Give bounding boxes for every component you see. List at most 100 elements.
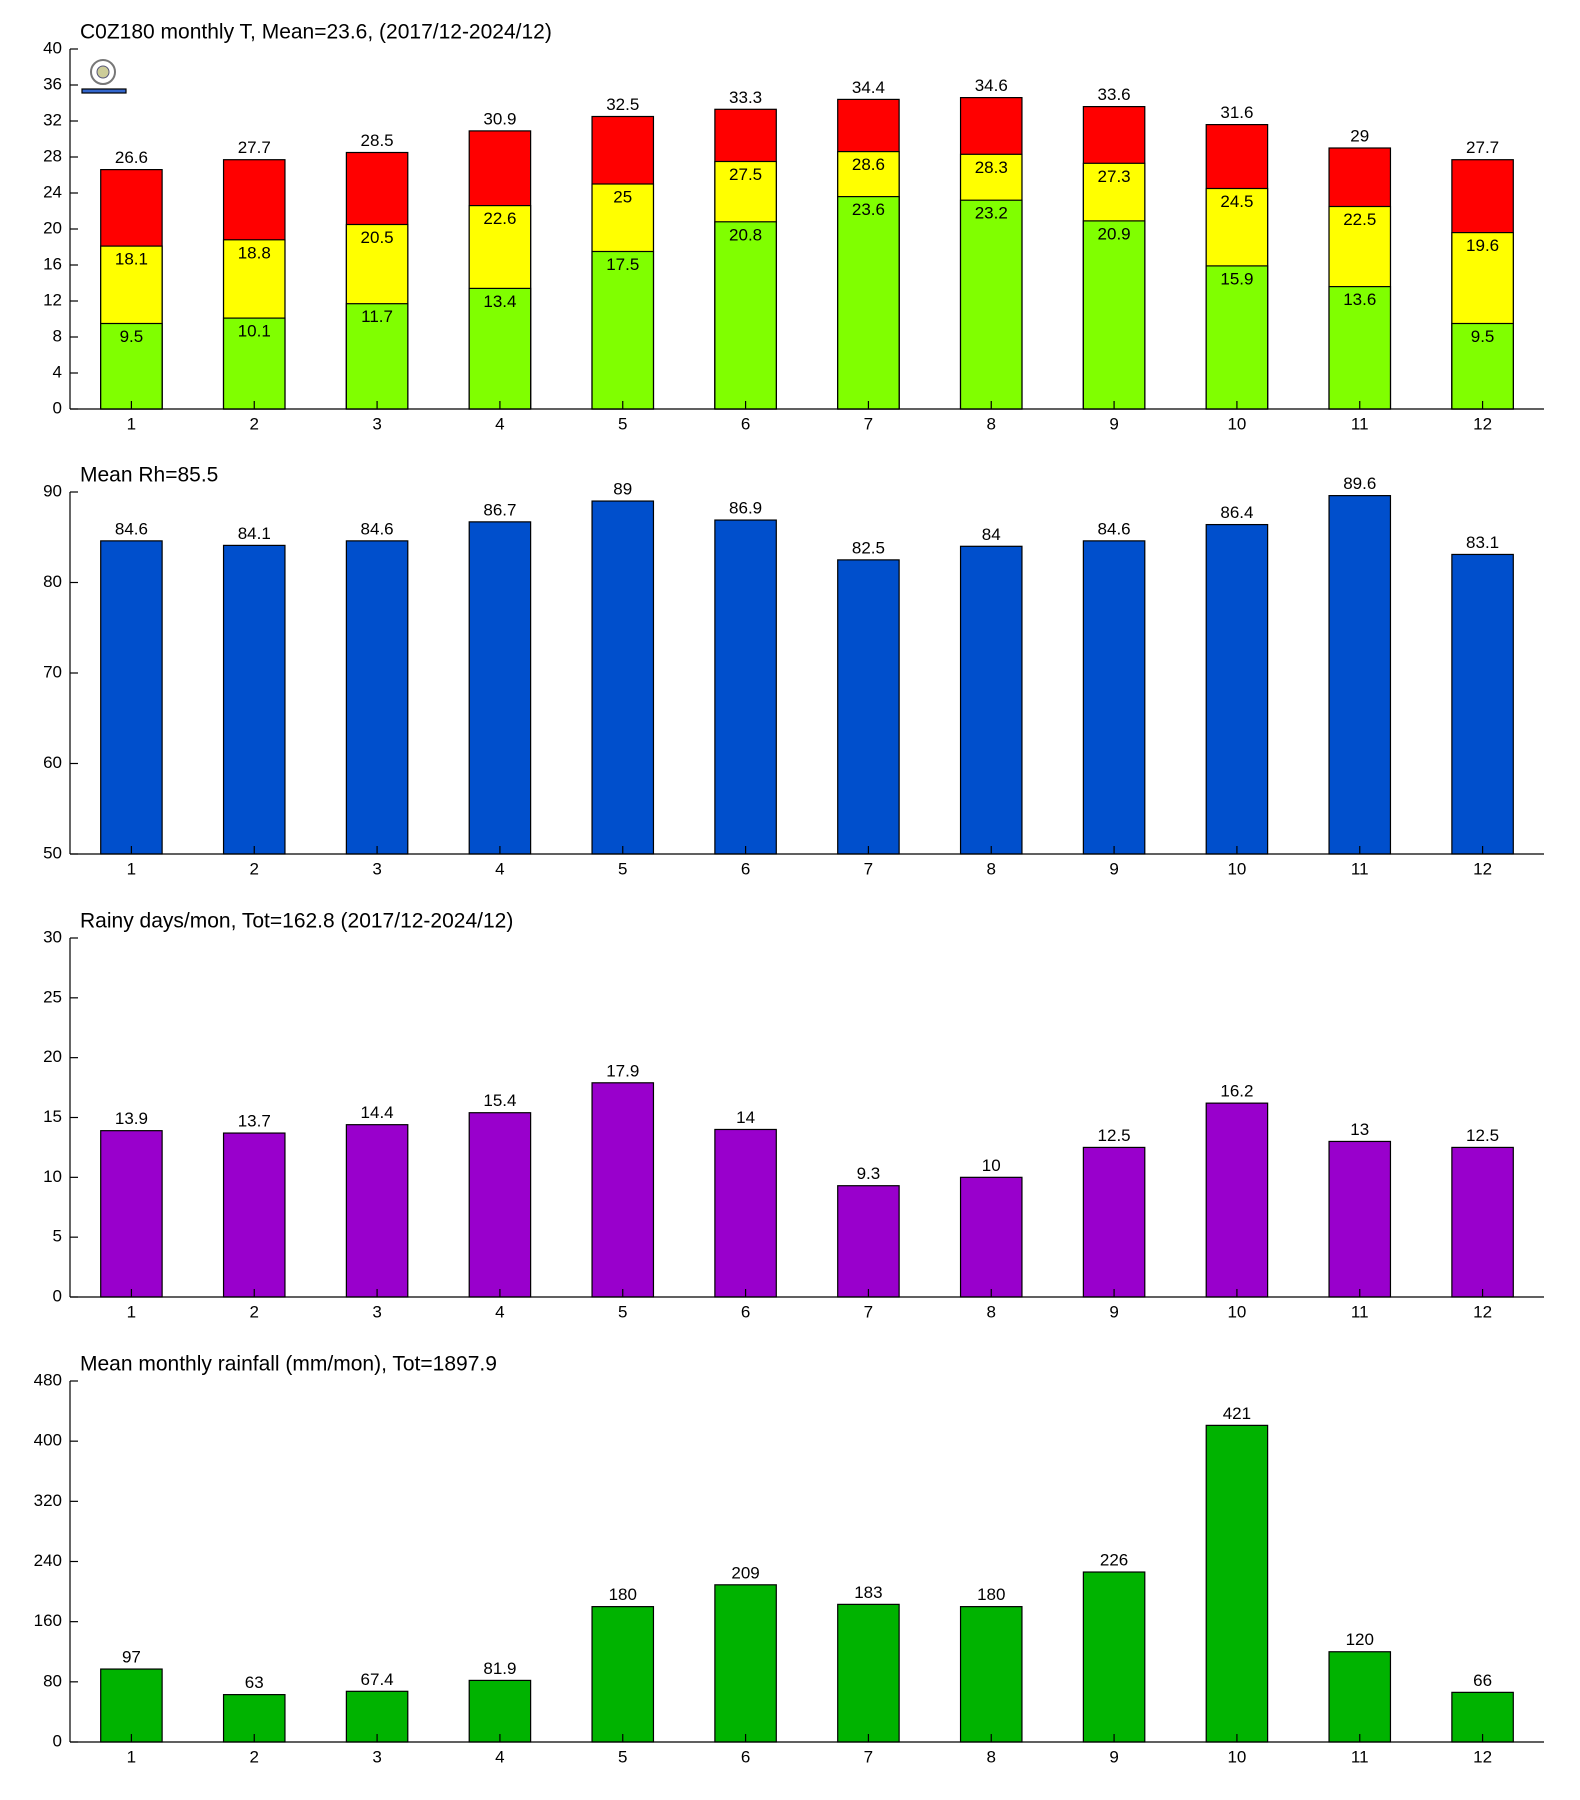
- x-tick-label: 5: [618, 1302, 627, 1321]
- x-tick-label: 6: [741, 859, 750, 878]
- y-tick-label: 0: [53, 398, 62, 417]
- bar: [1205, 265, 1269, 410]
- data-label: 15.9: [1220, 269, 1253, 288]
- x-tick-label: 10: [1227, 1302, 1246, 1321]
- data-label: 33.3: [729, 88, 762, 107]
- data-label: 86.7: [483, 500, 516, 519]
- bar: [468, 1112, 532, 1298]
- bar: [1451, 322, 1514, 410]
- bar: [1328, 495, 1392, 855]
- data-label: 226: [1100, 1551, 1128, 1570]
- y-tick-label: 36: [43, 74, 62, 93]
- data-label: 11.7: [361, 307, 393, 326]
- bar: [837, 196, 900, 410]
- x-tick-label: 8: [987, 414, 996, 433]
- data-label: 25: [613, 187, 632, 206]
- data-label: 34.4: [852, 78, 885, 97]
- data-label: 27.3: [1098, 167, 1131, 186]
- data-label: 209: [731, 1563, 759, 1582]
- chart-title: Mean monthly rainfall (mm/mon), Tot=1897…: [80, 1353, 497, 1376]
- y-tick-label: 20: [43, 218, 62, 237]
- x-tick-label: 7: [864, 414, 873, 433]
- x-tick-label: 5: [618, 859, 627, 878]
- data-label: 66: [1473, 1671, 1492, 1690]
- x-tick-label: 1: [127, 1302, 136, 1321]
- data-label: 19.6: [1466, 236, 1499, 255]
- data-label: 23.6: [852, 200, 885, 219]
- x-tick-label: 11: [1351, 414, 1369, 433]
- bar: [837, 1185, 900, 1298]
- bar: [100, 1668, 163, 1743]
- data-label: 89: [613, 480, 632, 499]
- data-label: 67.4: [361, 1670, 394, 1689]
- y-tick-label: 15: [43, 1107, 62, 1126]
- logo: [81, 59, 127, 94]
- data-label: 84.6: [115, 519, 148, 538]
- data-label: 34.6: [975, 76, 1008, 95]
- data-label: 89.6: [1343, 474, 1376, 493]
- bar: [345, 303, 409, 410]
- x-tick-label: 5: [618, 1747, 627, 1766]
- x-tick-label: 1: [127, 414, 136, 433]
- x-tick-label: 6: [741, 1747, 750, 1766]
- data-label: 12.5: [1098, 1126, 1131, 1145]
- bar: [345, 1690, 409, 1743]
- x-tick-label: 4: [495, 859, 504, 878]
- bar: [959, 199, 1023, 410]
- x-tick-label: 10: [1227, 1747, 1246, 1766]
- y-tick-label: 70: [43, 662, 62, 681]
- bar: [959, 1176, 1023, 1298]
- x-tick-label: 9: [1109, 1747, 1118, 1766]
- bar: [1082, 540, 1146, 855]
- y-tick-label: 160: [34, 1611, 62, 1630]
- bar: [591, 250, 655, 410]
- x-tick-label: 4: [495, 414, 504, 433]
- x-tick-label: 3: [372, 1747, 381, 1766]
- x-tick-label: 7: [864, 1302, 873, 1321]
- data-label: 81.9: [483, 1659, 516, 1678]
- data-label: 13.7: [238, 1112, 271, 1131]
- data-label: 84: [982, 525, 1001, 544]
- x-tick-label: 5: [618, 414, 627, 433]
- bar: [100, 540, 163, 855]
- bar: [714, 1584, 777, 1743]
- data-label: 18.8: [238, 243, 271, 262]
- data-label: 30.9: [483, 109, 516, 128]
- data-label: 9.3: [857, 1164, 881, 1183]
- bar: [714, 221, 777, 410]
- chart-title: C0Z180 monthly T, Mean=23.6, (2017/12-20…: [80, 21, 552, 44]
- x-tick-label: 9: [1109, 414, 1118, 433]
- x-tick-label: 12: [1473, 859, 1492, 878]
- x-tick-label: 8: [987, 859, 996, 878]
- bar: [1328, 1140, 1392, 1298]
- data-label: 86.9: [729, 499, 762, 518]
- data-label: 83.1: [1466, 533, 1499, 552]
- bar: [837, 1603, 900, 1743]
- bar: [1082, 220, 1146, 410]
- bar: [959, 1606, 1023, 1743]
- bar: [468, 521, 532, 855]
- data-label: 63: [245, 1673, 264, 1692]
- x-tick-label: 10: [1227, 859, 1246, 878]
- x-tick-label: 2: [250, 859, 259, 878]
- bar: [1451, 1691, 1514, 1743]
- x-tick-label: 3: [372, 859, 381, 878]
- bar: [837, 559, 900, 855]
- x-tick-label: 2: [250, 414, 259, 433]
- data-label: 183: [854, 1583, 882, 1602]
- data-label: 15.4: [483, 1091, 516, 1110]
- data-label: 14: [736, 1108, 755, 1127]
- data-label: 120: [1346, 1630, 1374, 1649]
- data-label: 14.4: [361, 1103, 394, 1122]
- x-tick-label: 8: [987, 1747, 996, 1766]
- x-tick-label: 1: [127, 859, 136, 878]
- bar: [1205, 1424, 1269, 1743]
- data-label: 16.2: [1220, 1082, 1253, 1101]
- x-tick-label: 6: [741, 1302, 750, 1321]
- x-tick-label: 11: [1351, 859, 1369, 878]
- bar: [1328, 1651, 1392, 1743]
- data-label: 180: [977, 1585, 1005, 1604]
- data-label: 20.8: [729, 225, 762, 244]
- data-label: 29: [1350, 126, 1369, 145]
- bar: [591, 1606, 655, 1743]
